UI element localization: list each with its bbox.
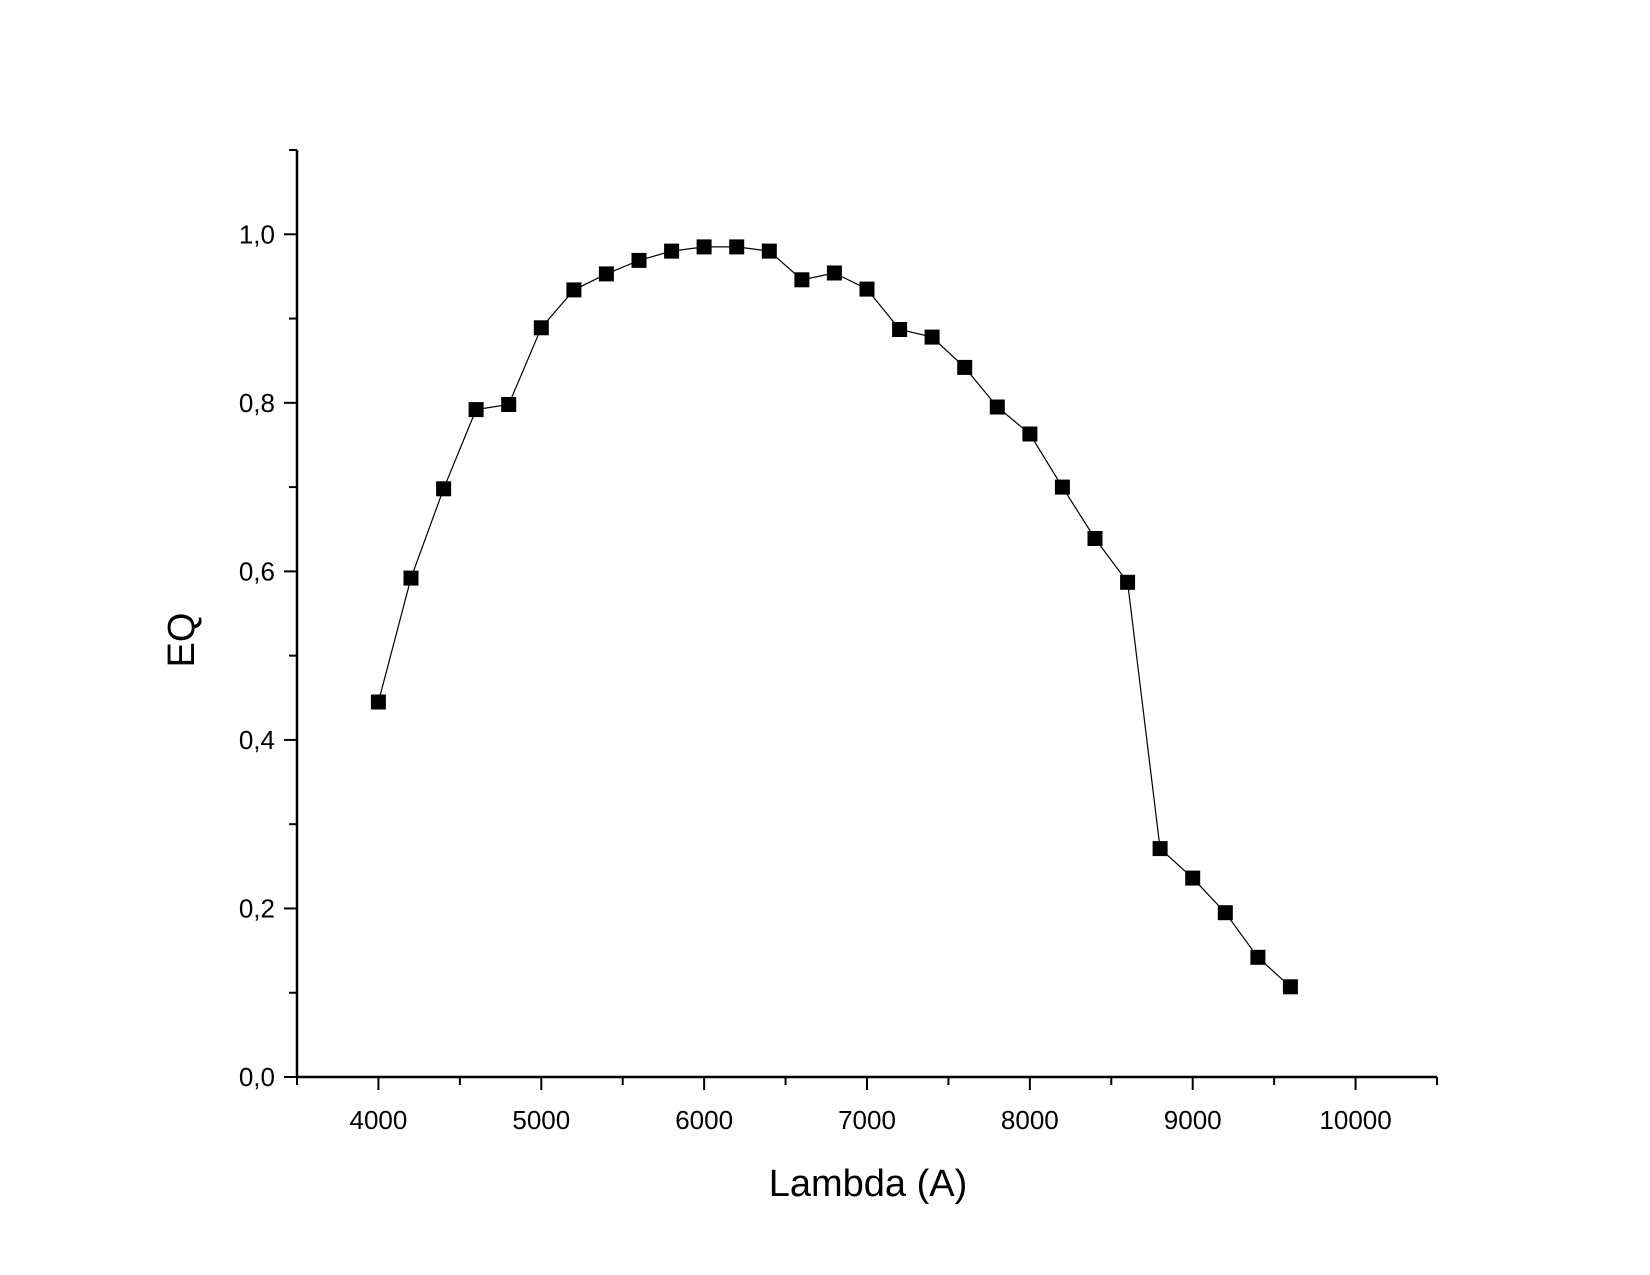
x-tick-label: 7000 bbox=[838, 1105, 896, 1135]
data-point bbox=[1152, 841, 1168, 857]
data-point bbox=[436, 481, 452, 497]
x-tick-label: 10000 bbox=[1319, 1105, 1391, 1135]
data-point bbox=[1217, 905, 1233, 921]
data-point bbox=[1185, 870, 1201, 886]
y-tick-label: 0,4 bbox=[239, 725, 275, 755]
data-point bbox=[1022, 426, 1038, 442]
data-point bbox=[794, 272, 810, 288]
data-point bbox=[761, 243, 777, 259]
y-tick-label: 1,0 bbox=[239, 219, 275, 249]
data-point bbox=[924, 329, 940, 345]
x-axis-title: Lambda (A) bbox=[769, 1163, 968, 1205]
x-tick-label: 9000 bbox=[1164, 1105, 1222, 1135]
data-point bbox=[566, 282, 582, 298]
data-point bbox=[892, 322, 908, 337]
data-point bbox=[989, 399, 1005, 415]
data-point bbox=[1282, 979, 1298, 995]
y-tick-label: 0,6 bbox=[239, 556, 275, 586]
data-point bbox=[468, 402, 484, 418]
x-tick-label: 8000 bbox=[1001, 1105, 1059, 1135]
data-point bbox=[1120, 574, 1136, 590]
tick-labels: 4000 5000 6000 7000 8000 9000 10000 0,0 0,2 0,4 0,… bbox=[239, 219, 1392, 1135]
data-point bbox=[533, 320, 549, 336]
data-point bbox=[729, 239, 745, 255]
data-point bbox=[696, 239, 712, 255]
data-point bbox=[1087, 531, 1103, 546]
y-axis-title: EQ bbox=[161, 613, 203, 668]
data-point bbox=[631, 252, 647, 268]
data-point bbox=[957, 359, 973, 375]
y-tick-label: 0,8 bbox=[239, 388, 275, 418]
data-point bbox=[370, 694, 386, 710]
data-point bbox=[859, 281, 875, 297]
series-line bbox=[377, 246, 1291, 988]
data-point bbox=[826, 265, 842, 281]
x-tick-label: 4000 bbox=[350, 1105, 408, 1135]
data-point bbox=[403, 570, 419, 586]
data-point bbox=[501, 397, 517, 412]
tick-marks bbox=[284, 149, 1438, 1090]
y-tick-label: 0,2 bbox=[239, 893, 275, 923]
x-tick-label: 5000 bbox=[512, 1105, 570, 1135]
series-layer bbox=[370, 239, 1298, 995]
y-tick-label: 0,0 bbox=[239, 1062, 275, 1092]
data-point bbox=[664, 243, 680, 259]
data-point bbox=[598, 266, 614, 282]
data-point bbox=[1250, 949, 1266, 965]
data-point bbox=[1054, 479, 1070, 495]
x-tick-label: 6000 bbox=[675, 1105, 733, 1135]
